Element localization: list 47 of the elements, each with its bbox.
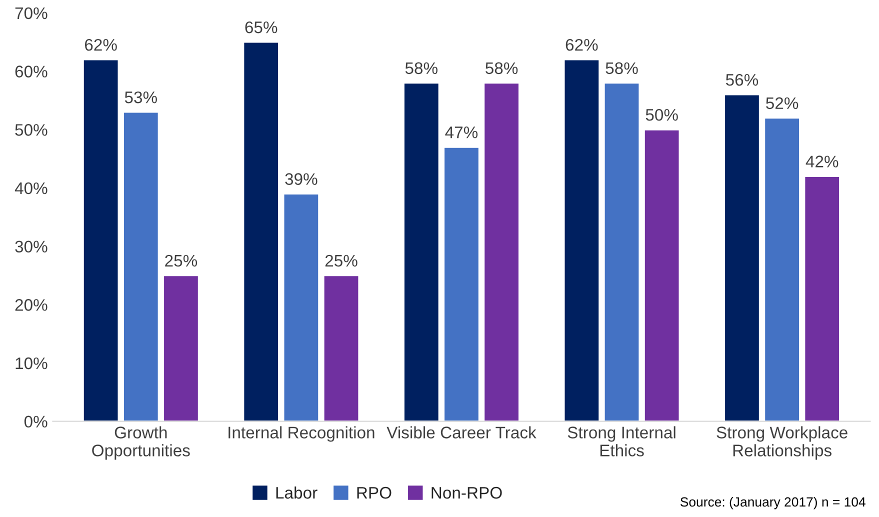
y-tick-label: 10% — [16, 357, 48, 370]
data-label: 56% — [726, 74, 758, 86]
data-label: 25% — [325, 254, 358, 267]
data-label: 62% — [84, 38, 117, 51]
bar — [242, 41, 280, 422]
y-tick-label: 70% — [15, 7, 48, 20]
x-tick-label: Internal Recognition — [228, 426, 374, 442]
bar — [443, 146, 480, 422]
x-tick-label: Strong Workplace Relationships — [716, 426, 848, 460]
y-tick-label: 60% — [15, 66, 48, 78]
bar — [724, 94, 760, 422]
y-tick-label: 40% — [14, 182, 48, 194]
bar — [563, 58, 600, 422]
y-tick-label: 20% — [15, 299, 48, 311]
bar — [122, 111, 160, 422]
data-label: 50% — [646, 108, 678, 121]
data-label: 39% — [285, 173, 318, 185]
x-tick-label: Growth Opportunities — [92, 426, 190, 460]
bar — [804, 176, 840, 422]
bar — [322, 274, 360, 422]
bar — [282, 193, 320, 422]
y-tick-label: 0% — [24, 416, 48, 428]
y-tick-label: 50% — [15, 124, 48, 136]
data-label: 47% — [445, 126, 478, 138]
legend-label: Labor — [276, 486, 318, 499]
data-label: 58% — [486, 62, 518, 74]
x-tick-label: Visible Career Track — [386, 426, 536, 438]
data-label: 25% — [165, 254, 198, 267]
data-label: 65% — [245, 21, 278, 34]
bar — [483, 82, 520, 422]
bar — [82, 58, 120, 422]
data-label: 58% — [405, 62, 438, 74]
bar — [644, 128, 680, 422]
data-label: 52% — [766, 97, 798, 110]
bar — [403, 82, 440, 422]
x-tick-label: Strong Internal Ethics — [568, 426, 676, 456]
bar — [162, 274, 200, 422]
data-label: 58% — [606, 62, 638, 74]
data-label: 42% — [806, 156, 838, 168]
bar — [603, 82, 640, 422]
y-tick-label: 30% — [15, 240, 48, 253]
data-label: 62% — [566, 38, 598, 51]
source-note: Source: (January 2017) n = 104 — [680, 496, 866, 510]
legend-label: Non-RPO — [432, 486, 502, 499]
data-label: 53% — [124, 91, 157, 104]
legend-label: RPO — [357, 486, 392, 499]
bar — [764, 117, 800, 422]
